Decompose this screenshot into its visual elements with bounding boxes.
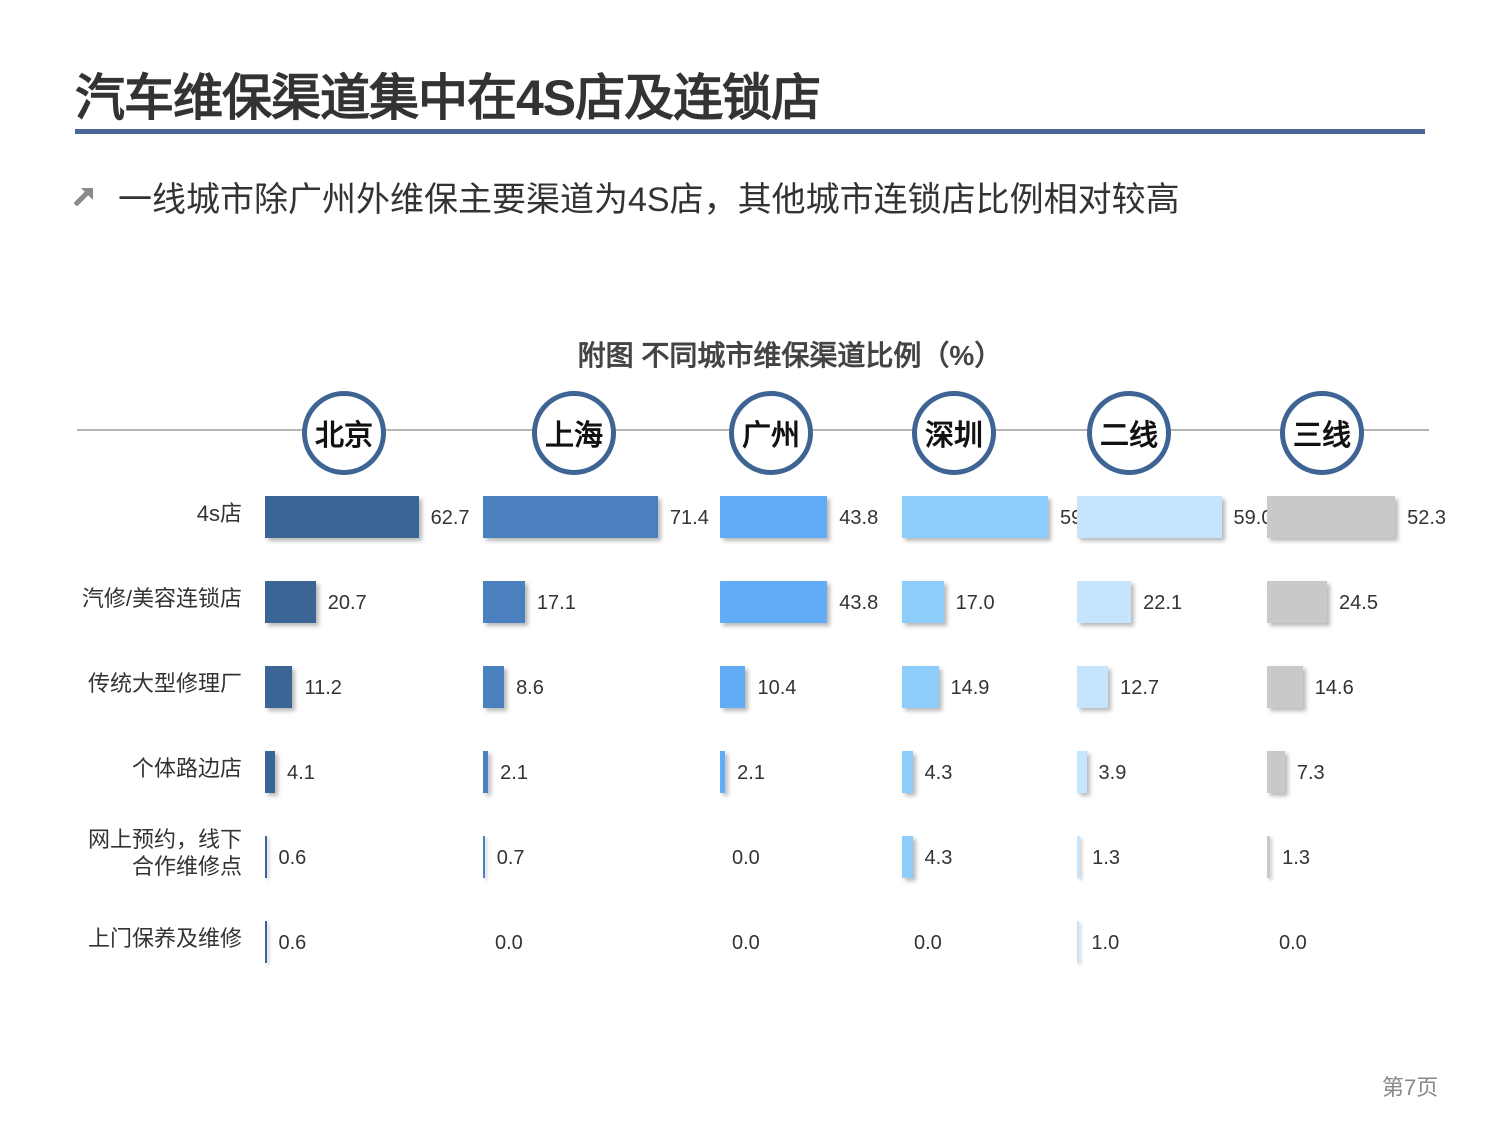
bar-5-4 [1267, 836, 1271, 878]
arrow-bullet-icon [74, 187, 93, 206]
category-label-1: 汽修/美容连锁店 [22, 585, 242, 612]
value-label-1-3: 2.1 [500, 762, 528, 784]
bar-3-3 [902, 751, 913, 793]
value-label-3-2: 14.9 [950, 677, 990, 699]
value-label-0-4: 0.6 [278, 847, 307, 869]
value-label-1-0: 71.4 [669, 507, 709, 529]
value-label-1-1: 17.1 [536, 592, 576, 614]
category-label-line: 网上预约，线下 [87, 827, 242, 852]
bar-1-4 [483, 836, 485, 878]
value-label-5-1: 24.5 [1339, 592, 1378, 614]
city-badge-5: 三线 [1280, 391, 1364, 475]
bar-1-3 [483, 751, 489, 793]
value-label-1-4: 0.7 [496, 847, 525, 869]
bar-0-1 [265, 581, 316, 623]
value-label-3-4: 4.3 [924, 847, 953, 869]
bar-0-3 [265, 751, 276, 793]
bar-5-2 [1267, 666, 1303, 708]
category-label-0: 4s店 [22, 500, 242, 527]
value-label-1-2: 8.6 [516, 677, 544, 699]
bar-4-3 [1077, 751, 1087, 793]
category-label-line: 上门保养及维修 [87, 925, 242, 951]
city-badge-0: 北京 [302, 391, 386, 475]
city-badge-4: 二线 [1087, 391, 1171, 475]
category-label-line: 个体路边店 [131, 755, 242, 781]
value-label-2-3: 2.1 [737, 762, 765, 784]
category-label-line: 4s店 [196, 500, 242, 526]
value-label-4-3: 3.9 [1098, 762, 1127, 784]
value-label-0-5: 0.6 [278, 932, 307, 954]
bar-5-0 [1267, 496, 1396, 538]
value-label-4-4: 1.3 [1092, 847, 1120, 869]
value-label-2-0: 43.8 [839, 507, 879, 529]
value-label-4-1: 22.1 [1143, 592, 1183, 614]
chart-title: 附图 不同城市维保渠道比例（%） [577, 340, 1003, 371]
value-label-2-1: 43.8 [839, 592, 879, 614]
subtitle-bullet: 一线城市除广州外维保主要渠道为4S店，其他城市连锁店比例相对较高 [118, 181, 1180, 219]
category-label-2: 传统大型修理厂 [22, 670, 242, 697]
value-label-4-0: 59.0 [1233, 507, 1273, 529]
category-label-line: 传统大型修理厂 [87, 670, 242, 696]
bar-3-1 [902, 581, 944, 623]
value-label-5-4: 1.3 [1282, 847, 1310, 869]
bar-4-1 [1077, 581, 1132, 623]
bar-0-5 [265, 921, 267, 963]
category-label-line: 合作维修点 [131, 854, 242, 879]
bar-1-2 [483, 666, 505, 708]
category-label-5: 上门保养及维修 [22, 925, 242, 952]
bar-0-2 [265, 666, 293, 708]
bar-2-3 [720, 751, 726, 793]
bar-2-2 [720, 666, 746, 708]
category-label-3: 个体路边店 [22, 755, 242, 782]
bar-4-0 [1077, 496, 1222, 538]
value-label-3-3: 4.3 [924, 762, 953, 784]
bar-2-0 [720, 496, 828, 538]
bar-3-0 [902, 496, 1049, 538]
bar-4-2 [1077, 666, 1109, 708]
value-label-2-2: 10.4 [757, 677, 797, 699]
city-badge-1: 上海 [532, 391, 616, 475]
bar-0-0 [265, 496, 419, 538]
value-label-3-1: 17.0 [955, 592, 995, 614]
value-label-5-2: 14.6 [1314, 677, 1354, 699]
value-label-4-5: 1.0 [1091, 932, 1120, 954]
value-label-0-0: 62.7 [430, 507, 470, 529]
value-label-4-2: 12.7 [1120, 677, 1160, 699]
value-label-5-0: 52.3 [1407, 507, 1447, 529]
value-label-1-5: 0.0 [495, 932, 523, 954]
category-label-4: 网上预约，线下 合作维修点 [22, 826, 242, 880]
value-label-0-3: 4.1 [287, 762, 315, 784]
value-label-0-1: 20.7 [327, 592, 367, 614]
value-label-2-5: 0.0 [732, 932, 760, 954]
value-label-3-5: 0.0 [914, 932, 942, 954]
city-badge-3: 深圳 [912, 391, 996, 475]
value-label-5-5: 0.0 [1279, 932, 1307, 954]
bar-5-1 [1267, 581, 1328, 623]
value-label-0-2: 11.2 [304, 677, 342, 699]
bar-5-3 [1267, 751, 1285, 793]
bar-2-1 [720, 581, 828, 623]
city-badge-2: 广州 [729, 391, 813, 475]
bar-1-0 [483, 496, 658, 538]
category-label-line: 汽修/美容连锁店 [81, 585, 242, 611]
value-label-5-3: 7.3 [1296, 762, 1325, 784]
bar-4-5 [1077, 921, 1080, 963]
bar-1-1 [483, 581, 525, 623]
bar-4-4 [1077, 836, 1081, 878]
page-number: 第7页 [1382, 1075, 1439, 1100]
bar-0-4 [265, 836, 267, 878]
value-label-2-4: 0.0 [732, 847, 760, 869]
bar-3-4 [902, 836, 913, 878]
bar-3-2 [902, 666, 939, 708]
page-title: 汽车维保渠道集中在4S店及连锁店 [75, 70, 821, 126]
title-divider [75, 129, 1425, 134]
